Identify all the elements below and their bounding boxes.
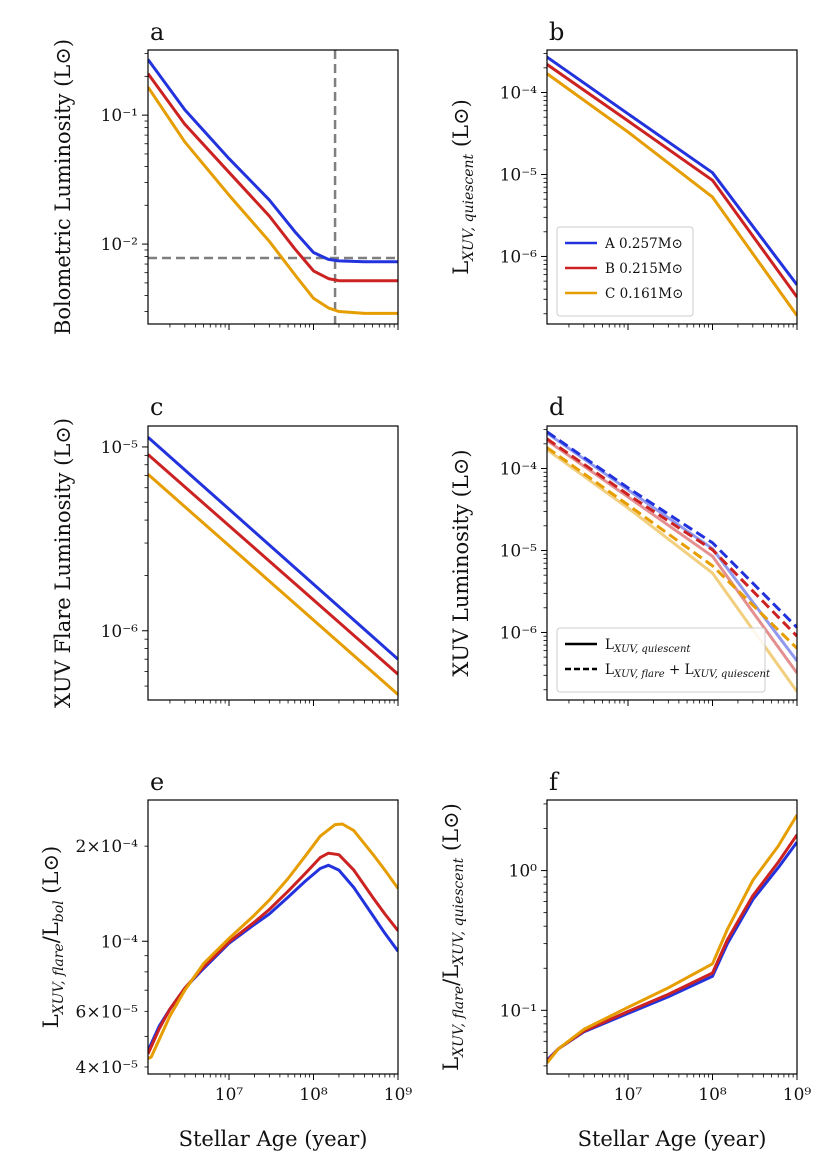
panel-letter: f bbox=[549, 768, 560, 796]
y-tick-label: 10⁰ bbox=[509, 862, 538, 882]
series-line-A-dashed bbox=[547, 430, 797, 629]
x-tick-label: 10⁷ bbox=[614, 1085, 643, 1105]
legend-label: B 0.215M⊙ bbox=[605, 261, 683, 277]
legend-label: LXUV, flare + LXUV, quiescent bbox=[605, 662, 771, 680]
panel-b: 10⁻⁴ 10⁻⁵ 10⁻⁶ b LXUV, quiescent (L⊙) A 0.257… bbox=[449, 18, 798, 330]
y-tick-label: 10⁻⁶ bbox=[101, 622, 139, 642]
y-tick-label: 10⁻¹ bbox=[500, 1001, 537, 1021]
y-tick-label: 4×10⁻⁵ bbox=[76, 1058, 139, 1078]
panel-c: 10⁻⁵ 10⁻⁶ c XUV Flare Luminosity (L⊙) bbox=[51, 393, 399, 708]
panel-letter: c bbox=[150, 393, 163, 421]
y-tick-label: 10⁻⁵ bbox=[500, 541, 538, 561]
panel-letter: d bbox=[549, 393, 564, 421]
y-tick-label: 10⁻⁶ bbox=[500, 623, 538, 643]
panel-letter: a bbox=[150, 18, 164, 46]
legend-box bbox=[556, 627, 766, 693]
panel-d: 10⁻⁴ 10⁻⁵ 10⁻⁶ d XUV Luminosity (L⊙) LXUV, qu… bbox=[449, 393, 798, 706]
y-axis-label: Bolometric Luminosity (L⊙) bbox=[51, 39, 75, 335]
legend: A 0.257M⊙ B 0.215M⊙ C 0.161M⊙ bbox=[556, 226, 694, 317]
axes-frame bbox=[147, 799, 399, 1075]
series-line-C bbox=[148, 822, 398, 1060]
panel-letter: e bbox=[150, 768, 164, 796]
series-line-B bbox=[148, 453, 398, 676]
series-line-A bbox=[148, 58, 398, 264]
series-line-B bbox=[148, 851, 398, 1055]
y-axis-label: LXUV, quiescent (L⊙) bbox=[449, 99, 477, 275]
series-line-B-dashed bbox=[547, 437, 797, 638]
y-tick-label: 6×10⁻⁵ bbox=[76, 1002, 139, 1022]
y-tick-label: 10⁻⁴ bbox=[500, 460, 538, 480]
panel-a: 10⁻¹ 10⁻² a Bolometric Luminosity (L⊙) bbox=[51, 18, 399, 335]
y-tick-label: 2×10⁻⁴ bbox=[76, 837, 139, 857]
legend-label: LXUV, quiescent bbox=[605, 637, 691, 655]
legend-label: C 0.161M⊙ bbox=[605, 286, 683, 302]
y-tick-label: 10⁻⁵ bbox=[500, 165, 538, 185]
y-tick-label: 10⁻⁴ bbox=[500, 84, 538, 104]
axes-frame bbox=[147, 49, 399, 325]
x-tick-label: 10⁹ bbox=[783, 1085, 812, 1105]
x-axis-label: Stellar Age (year) bbox=[179, 1127, 368, 1151]
y-axis-label: LXUV, flare/LXUV, quiescent (L⊙) bbox=[439, 803, 467, 1071]
series-line-B bbox=[547, 63, 797, 298]
y-tick-label: 10⁻¹ bbox=[101, 106, 138, 126]
series-line-C bbox=[547, 814, 797, 1064]
axes-frame bbox=[546, 425, 798, 701]
series-line-C bbox=[547, 72, 797, 317]
series-line-C-dashed bbox=[547, 446, 797, 650]
axes-frame bbox=[546, 799, 798, 1075]
panel-letter: b bbox=[549, 18, 564, 46]
y-axis-label: LXUV, flare/Lbol (L⊙) bbox=[39, 846, 67, 1028]
x-tick-label: 10⁸ bbox=[698, 1085, 727, 1105]
axes-frame bbox=[546, 49, 798, 325]
y-axis-label: XUV Flare Luminosity (L⊙) bbox=[51, 418, 75, 708]
x-axis-label: Stellar Age (year) bbox=[578, 1127, 767, 1151]
y-tick-label: 10⁻⁶ bbox=[500, 247, 538, 267]
series-line-A bbox=[547, 55, 797, 286]
x-tick-label: 10⁸ bbox=[299, 1085, 328, 1105]
y-tick-label: 10⁻⁵ bbox=[101, 438, 139, 458]
legend: LXUV, quiescent LXUV, flare + LXUV, quies… bbox=[556, 627, 771, 693]
series-line-C bbox=[148, 473, 398, 696]
series-line-A bbox=[148, 863, 398, 1052]
series-line-B bbox=[547, 439, 797, 674]
series-line-C bbox=[148, 86, 398, 315]
x-tick-label: 10⁹ bbox=[384, 1085, 413, 1105]
legend-label: A 0.257M⊙ bbox=[604, 236, 683, 252]
axes-frame bbox=[147, 425, 399, 701]
y-axis-label: XUV Luminosity (L⊙) bbox=[449, 449, 473, 676]
y-tick-label: 10⁻² bbox=[101, 235, 138, 255]
panel-e: 2×10⁻⁴ 10⁻⁴ 6×10⁻⁵ 4×10⁻⁵ 10⁷ 10⁸ 10⁹ e LXUV, fl… bbox=[39, 768, 412, 1151]
panel-f: 10⁰ 10⁻¹ 10⁷ 10⁸ 10⁹ f LXUV, flare/LXUV, quies… bbox=[439, 768, 811, 1151]
x-tick-label: 10⁷ bbox=[215, 1085, 244, 1105]
y-tick-label: 10⁻⁴ bbox=[101, 932, 139, 952]
series-line-B bbox=[148, 72, 398, 283]
series-line-A bbox=[148, 436, 398, 661]
